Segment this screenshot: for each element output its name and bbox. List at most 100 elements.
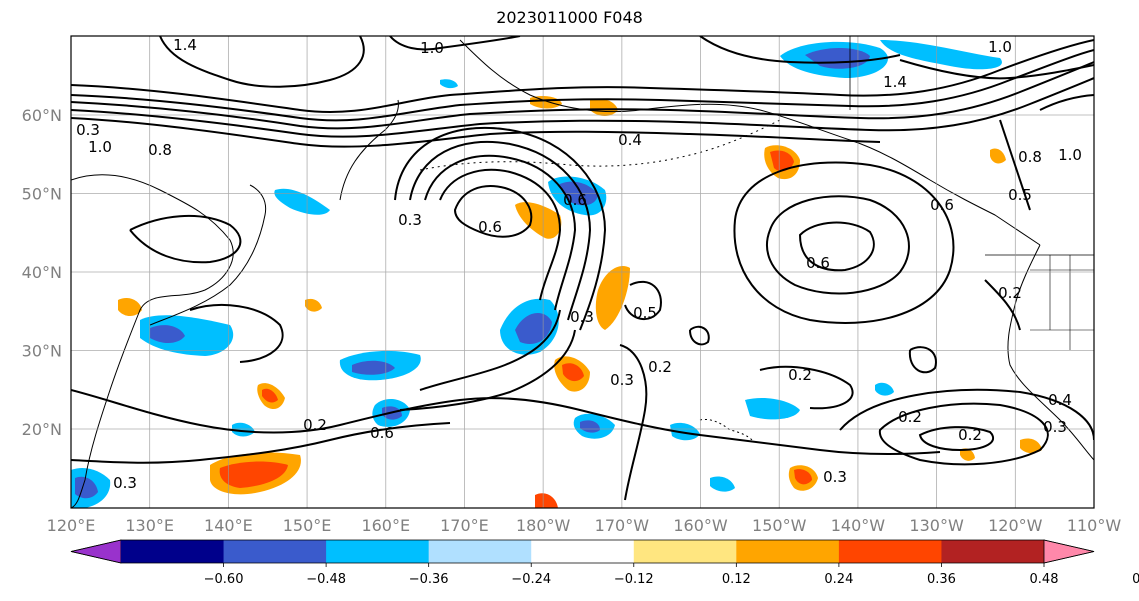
lon-tick-label: 160°W (673, 516, 728, 535)
contour-label: 0.2 (303, 416, 327, 434)
neg-anomaly-hawaii-e (745, 398, 800, 420)
colorbar-segment (633, 540, 737, 563)
neg-anomaly-east-2 (875, 382, 894, 396)
latitude-labels: 60°N 50°N 40°N 30°N 20°N (22, 106, 62, 439)
contour-label: 0.2 (648, 358, 672, 376)
colorbar-tick-label: 0.48 (1030, 572, 1059, 587)
contour-label: 0.2 (998, 284, 1022, 302)
pos-anomaly-taiwan-core (262, 388, 278, 403)
pos-anomaly-small-2 (960, 448, 975, 461)
contour-label: 0.6 (370, 424, 394, 442)
contour-label: 0.6 (563, 191, 587, 209)
pos-anomaly-subtrop-core (562, 363, 584, 382)
colorbar-segment (531, 540, 635, 563)
contour-label: 1.0 (1058, 146, 1082, 164)
contour-label: 0.6 (478, 218, 502, 236)
lon-tick-label: 140°W (831, 516, 886, 535)
contour-label: 0.2 (958, 426, 982, 444)
pos-anomaly-baja (1020, 438, 1042, 454)
colorbar-tick-label: 0.12 (722, 572, 751, 587)
contour-label: 0.5 (633, 304, 657, 322)
neg-anomaly-alaska-east (880, 40, 1002, 70)
neg-anomaly-kuril (274, 188, 330, 215)
pos-anomaly-mexico-core (794, 469, 812, 485)
neg-anomaly-small-3 (440, 79, 458, 89)
lon-tick-label: 120°W (988, 516, 1043, 535)
contour-label: 1.0 (988, 38, 1012, 56)
plot-area: 1.4 1.0 1.0 1.4 0.4 0.6 0.6 0.3 0.6 0.3 0.5 0.2 0.2 0… (71, 36, 1094, 508)
colorbar-segment (428, 540, 532, 563)
neg-anomaly-small-5 (232, 422, 255, 437)
contour-label: 0.4 (1048, 391, 1072, 409)
colorbar-segment (941, 540, 1045, 563)
lat-tick-label: 60°N (22, 106, 62, 125)
contour-label: 0.3 (76, 121, 100, 139)
colorbar-tick-label: −0.24 (511, 572, 551, 587)
neg-anomaly-east-1 (670, 422, 700, 441)
pos-anomaly-small-1 (305, 298, 322, 312)
colorbar-segment (838, 540, 942, 563)
colorbar-tick-label: −0.60 (204, 572, 244, 587)
contour-label: 1.4 (173, 36, 197, 54)
contour-labels: 1.4 1.0 1.0 1.4 0.4 0.6 0.6 0.3 0.6 0.3 0.5 0.2 0.2 0… (76, 36, 1082, 492)
colorbar-segment (326, 540, 430, 563)
pos-anomaly-china (118, 298, 142, 316)
contour-label: 0.3 (1043, 418, 1067, 436)
lon-tick-label: 170°W (595, 516, 650, 535)
lat-tick-label: 40°N (22, 263, 62, 282)
lon-tick-label: 160°E (361, 516, 410, 535)
longitude-labels: 120°E 130°E 140°E 150°E 160°E 170°E 180°W 170°W… (47, 516, 1122, 535)
contour-label: 1.4 (883, 73, 907, 91)
contour-label: 1.0 (420, 39, 444, 57)
lon-tick-label: 130°E (125, 516, 174, 535)
colorbar-tick-label: 0.36 (927, 572, 956, 587)
neg-anomaly-hawaii-nw-core (352, 360, 395, 375)
colorbar-segment (736, 540, 840, 563)
neg-anomaly-small-4 (710, 476, 735, 492)
lon-tick-label: 170°E (440, 516, 489, 535)
contour-label: 0.3 (570, 308, 594, 326)
colorbar: −0.60 −0.48 −0.36 −0.24 −0.12 0.12 0.24 0.36 0.4… (70, 539, 1139, 587)
neg-anomaly-hawaii-core (580, 420, 600, 433)
pos-anomaly-central (515, 202, 562, 239)
plot-frame (70, 35, 1095, 509)
lon-tick-label: 130°W (909, 516, 964, 535)
map-title: 2023011000 F048 (496, 8, 643, 27)
contour-label: 0.4 (618, 131, 642, 149)
contour-label: 0.3 (398, 211, 422, 229)
lat-tick-label: 30°N (22, 342, 62, 361)
colorbar-tick-label: 0.60 (1132, 572, 1139, 587)
colorbar-tick-label: −0.36 (409, 572, 449, 587)
colorbar-tick-label: −0.48 (306, 572, 346, 587)
lon-tick-label: 180°W (516, 516, 571, 535)
contour-label: 0.2 (898, 408, 922, 426)
colorbar-segment (121, 540, 225, 563)
lon-tick-label: 120°E (47, 516, 96, 535)
pos-anomaly-south (535, 493, 558, 508)
pos-anomaly-sw-core (219, 461, 288, 488)
neg-anomaly-cpac-core (515, 312, 552, 344)
contours (71, 36, 1094, 501)
contour-label: 0.6 (806, 254, 830, 272)
lon-tick-label: 140°E (204, 516, 253, 535)
contour-label: 0.5 (1008, 186, 1032, 204)
lat-tick-label: 50°N (22, 185, 62, 204)
contour-label: 0.8 (1018, 148, 1042, 166)
lat-tick-label: 20°N (22, 420, 62, 439)
lon-tick-label: 150°W (752, 516, 807, 535)
contour-label: 0.2 (788, 366, 812, 384)
contour-label: 0.8 (148, 141, 172, 159)
contour-label: 0.3 (610, 371, 634, 389)
contour-label: 1.0 (88, 138, 112, 156)
colorbar-max-extend (1043, 539, 1095, 564)
colorbar-segment (223, 540, 327, 563)
colorbar-tick-label: −0.12 (614, 572, 654, 587)
contour-label: 0.3 (113, 474, 137, 492)
contour-label: 0.3 (823, 468, 847, 486)
neg-anomaly-japan-core (150, 325, 185, 344)
colorbar-min-extend (70, 539, 122, 564)
colorbar-tick-label: 0.24 (824, 572, 853, 587)
lon-tick-label: 150°E (283, 516, 332, 535)
lon-tick-label: 110°W (1067, 516, 1122, 535)
